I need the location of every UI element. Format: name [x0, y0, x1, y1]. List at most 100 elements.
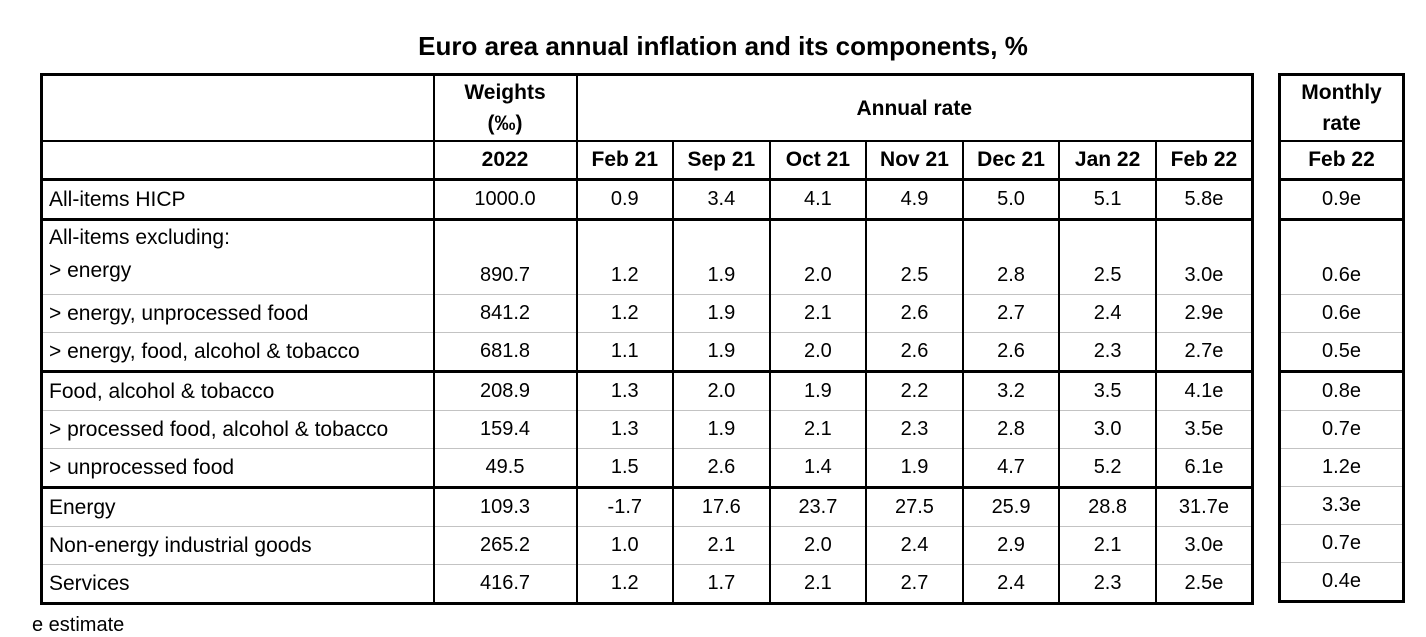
- row-label: Services: [40, 564, 435, 604]
- annual-rate-cell: 2.7e: [1154, 332, 1254, 373]
- monthly-table-row: 1.2e: [1278, 448, 1405, 487]
- annual-rate-cell: 2.6: [672, 448, 771, 489]
- annual-rate-cell: 2.5: [1058, 219, 1157, 295]
- weight-cell: 416.7: [432, 564, 578, 604]
- annual-rate-cell: 2.9e: [1154, 294, 1254, 333]
- annual-rate-cell: 5.0: [961, 179, 1061, 221]
- month-header-feb22: Feb 22: [1154, 140, 1254, 181]
- annual-rate-cell: 0.9: [575, 179, 675, 221]
- annual-rate-cell: 2.6: [961, 332, 1061, 373]
- monthly-table-row: 0.6e: [1278, 219, 1405, 295]
- monthly-rate-header-line2: rate: [1322, 112, 1361, 135]
- annual-rate-cell: 23.7: [768, 487, 868, 527]
- table-row: > energy, unprocessed food 841.2 1.2 1.9 2.1…: [40, 294, 1254, 333]
- weight-cell: 890.7: [432, 219, 578, 295]
- row-label: > energy, unprocessed food: [40, 294, 435, 333]
- monthly-rate-cell: 0.7e: [1278, 524, 1405, 563]
- annual-rate-cell: 1.0: [575, 526, 675, 565]
- monthly-rate-cell: 0.6e: [1278, 294, 1405, 333]
- annual-rate-cell: 1.7: [672, 564, 771, 604]
- page-title: Euro area annual inflation and its compo…: [418, 31, 1028, 61]
- annual-rate-cell: 25.9: [961, 487, 1061, 527]
- monthly-table-row: 3.3e: [1278, 486, 1405, 525]
- weights-header-line2: (‰): [487, 112, 523, 135]
- annual-rate-cell: 2.4: [1058, 294, 1157, 333]
- weight-cell: 681.8: [432, 332, 578, 373]
- annual-rate-cell: 17.6: [672, 487, 771, 527]
- row-label: Food, alcohol & tobacco: [40, 371, 435, 411]
- annual-rate-cell: 1.9: [672, 410, 771, 449]
- row-label: Energy: [40, 487, 435, 527]
- table-row: > energy, food, alcohol & tobacco 681.8 1.…: [40, 332, 1254, 373]
- row-label-line: All-items excluding:: [49, 226, 230, 249]
- annual-rate-cell: 2.0: [672, 371, 771, 411]
- annual-rate-table: Weights (‰) Annual rate 2022 Feb 21 Sep …: [40, 73, 1254, 605]
- monthly-table-row: 0.8e: [1278, 371, 1405, 411]
- annual-rate-cell: 5.2: [1058, 448, 1157, 489]
- monthly-rate-cell: 0.6e: [1278, 219, 1405, 295]
- annual-rate-cell: 4.7: [961, 448, 1061, 489]
- row-label: Non-energy industrial goods: [40, 526, 435, 565]
- annual-rate-cell: 2.7: [961, 294, 1061, 333]
- annual-rate-cell: 2.7: [865, 564, 964, 604]
- annual-rate-cell: 2.1: [1058, 526, 1157, 565]
- monthly-rate-cell: 3.3e: [1278, 486, 1405, 525]
- monthly-rate-cell: 0.5e: [1278, 332, 1405, 373]
- weight-cell: 1000.0: [432, 179, 578, 221]
- annual-rate-cell: 3.0: [1058, 410, 1157, 449]
- annual-rate-cell: 2.4: [865, 526, 964, 565]
- annual-rate-cell: 1.4: [768, 448, 868, 489]
- month-header-feb21: Feb 21: [575, 140, 675, 181]
- weight-cell: 49.5: [432, 448, 578, 489]
- annual-rate-cell: 2.9: [961, 526, 1061, 565]
- row-label: All-items HICP: [40, 179, 435, 221]
- table-row: > unprocessed food 49.5 1.5 2.6 1.4 1.9 4.7 5.2…: [40, 448, 1254, 489]
- annual-rate-cell: 1.2: [575, 564, 675, 604]
- monthly-table-body: 0.9e 0.6e 0.6e 0.5e 0.8e 0.7e 1.2e 3.3e 0.7e 0.4e: [1278, 179, 1405, 602]
- annual-rate-cell: 2.8: [961, 410, 1061, 449]
- row-label: > processed food, alcohol & tobacco: [40, 410, 435, 449]
- annual-rate-cell: 2.1: [768, 410, 868, 449]
- annual-rate-cell: 27.5: [865, 487, 964, 527]
- annual-rate-cell: 2.3: [1058, 564, 1157, 604]
- weights-header: Weights (‰): [432, 74, 578, 142]
- annual-rate-cell: 3.4: [672, 179, 771, 221]
- weight-cell: 159.4: [432, 410, 578, 449]
- annual-rate-cell: 2.5e: [1154, 564, 1254, 604]
- table-row: > processed food, alcohol & tobacco 159.4…: [40, 410, 1254, 449]
- annual-rate-cell: 3.5: [1058, 371, 1157, 411]
- annual-rate-header: Annual rate: [575, 74, 1254, 142]
- annual-rate-cell: 5.8e: [1154, 179, 1254, 221]
- annual-rate-cell: 3.2: [961, 371, 1061, 411]
- monthly-table-row: 0.7e: [1278, 410, 1405, 449]
- monthly-table-row: 0.6e: [1278, 294, 1405, 333]
- annual-rate-cell: 2.1: [768, 564, 868, 604]
- annual-rate-cell: 3.5e: [1154, 410, 1254, 449]
- annual-rate-cell: 1.1: [575, 332, 675, 373]
- monthly-table-row: 0.5e: [1278, 332, 1405, 373]
- annual-rate-cell: 2.1: [672, 526, 771, 565]
- weights-header-line1: Weights: [464, 81, 546, 104]
- annual-rate-cell: 1.3: [575, 410, 675, 449]
- monthly-rate-cell: 1.2e: [1278, 448, 1405, 487]
- row-label: > energy, food, alcohol & tobacco: [40, 332, 435, 373]
- annual-rate-cell: 6.1e: [1154, 448, 1254, 489]
- monthly-month-header: Feb 22: [1278, 140, 1405, 181]
- annual-rate-cell: 1.3: [575, 371, 675, 411]
- table-row: All-items excluding: > energy 890.7 1.2 1.9 2…: [40, 219, 1254, 295]
- tables-container: Weights (‰) Annual rate 2022 Feb 21 Sep …: [40, 73, 1426, 605]
- annual-rate-cell: 4.1: [768, 179, 868, 221]
- weights-year-header: 2022: [432, 140, 578, 181]
- monthly-rate-cell: 0.9e: [1278, 179, 1405, 221]
- annual-rate-cell: 2.1: [768, 294, 868, 333]
- main-table-body: All-items HICP 1000.0 0.9 3.4 4.1 4.9 5.0 5.1 5.…: [40, 179, 1254, 604]
- monthly-rate-header-line1: Monthly: [1301, 81, 1382, 104]
- annual-rate-cell: 1.9: [672, 332, 771, 373]
- annual-rate-cell: 2.0: [768, 219, 868, 295]
- annual-rate-cell: 1.9: [768, 371, 868, 411]
- row-label-subheader-blank: [40, 140, 435, 181]
- row-label: All-items excluding: > energy: [40, 219, 435, 295]
- table-row: Food, alcohol & tobacco 208.9 1.3 2.0 1.9 2.2…: [40, 371, 1254, 411]
- table-row: Energy 109.3 -1.7 17.6 23.7 27.5 25.9 28.8 31.7e: [40, 487, 1254, 527]
- annual-rate-cell: 2.0: [768, 332, 868, 373]
